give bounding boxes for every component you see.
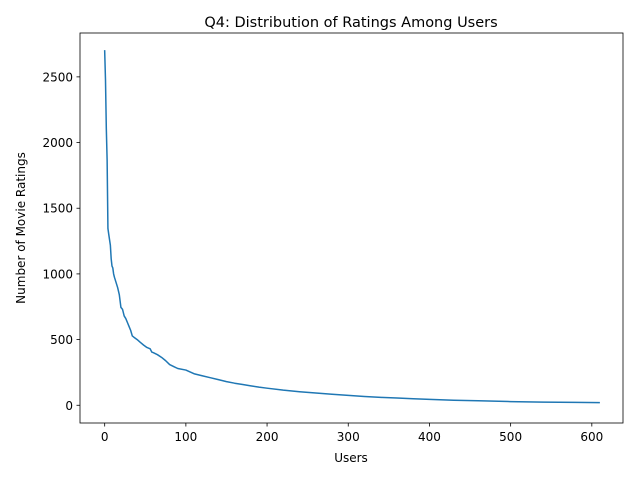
x-tick-label: 200 xyxy=(256,430,279,444)
x-tick-label: 300 xyxy=(337,430,360,444)
y-tick-label: 1000 xyxy=(42,267,73,281)
y-tick-label: 2000 xyxy=(42,136,73,150)
x-tick-label: 0 xyxy=(101,430,109,444)
x-tick-label: 500 xyxy=(499,430,522,444)
plot-frame xyxy=(79,32,624,424)
y-tick-label: 1500 xyxy=(42,202,73,216)
x-axis-ticks: 0 100 200 300 400 500 600 xyxy=(101,423,603,444)
y-tick-label: 2500 xyxy=(42,70,73,84)
x-tick-label: 600 xyxy=(580,430,603,444)
x-axis-title: Users xyxy=(334,451,368,465)
chart-title: Q4: Distribution of Ratings Among Users xyxy=(204,15,497,31)
y-tick-label: 500 xyxy=(50,333,73,347)
y-axis-title: Number of Movie Ratings xyxy=(14,152,28,304)
x-tick-label: 100 xyxy=(174,430,197,444)
x-tick-label: 400 xyxy=(418,430,441,444)
y-tick-label: 0 xyxy=(65,399,73,413)
series-line xyxy=(103,50,600,404)
plot-background xyxy=(80,33,623,423)
y-axis-ticks: 0 500 1000 1500 2000 2500 xyxy=(42,70,80,413)
